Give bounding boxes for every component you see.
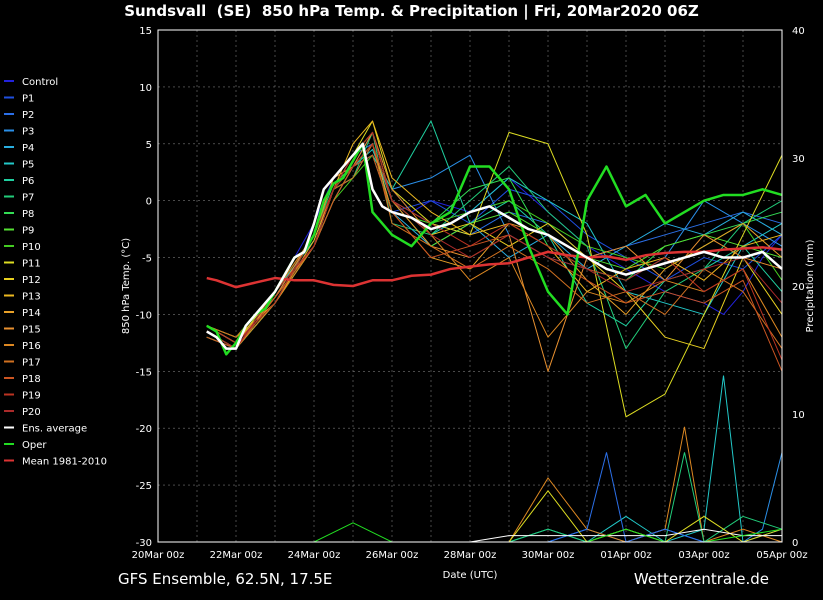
legend-entry: P5	[22, 160, 34, 171]
legend-entry: P3	[22, 127, 34, 138]
series-line-p2	[206, 143, 783, 350]
precip-line-ens-average	[206, 528, 782, 543]
legend-entry: P16	[22, 341, 41, 352]
y2-axis-ticks: 40 30 20 10 0	[792, 26, 805, 549]
series-line-p20	[206, 131, 783, 350]
legend-entry: P17	[22, 358, 41, 369]
x-tick-label: 05Apr 00z	[756, 550, 807, 561]
legend-entry: P20	[22, 407, 41, 418]
x-tick-label: 03Apr 00z	[678, 550, 729, 561]
series-line-oper	[206, 142, 783, 356]
y-tick-label: -20	[136, 424, 152, 435]
series-line-p14	[206, 143, 783, 350]
legend-entry: Ens. average	[22, 424, 87, 435]
model-info: GFS Ensemble, 62.5N, 17.5E	[118, 570, 333, 588]
y-tick-label: 5	[146, 140, 152, 151]
y-tick-label: 0	[146, 197, 152, 208]
legend-entry: P10	[22, 242, 41, 253]
y-tick-label: -15	[136, 367, 152, 378]
y2-tick-label: 30	[792, 154, 805, 165]
series-line-p4	[206, 143, 783, 350]
temperature-series	[206, 120, 783, 418]
y-axis-label: 850 hPa Temp. (°C)	[121, 238, 132, 334]
y-tick-label: -10	[136, 310, 152, 321]
legend-entry: P2	[22, 110, 34, 121]
precip-line-p5	[508, 375, 782, 543]
y-tick-label: 10	[139, 83, 152, 94]
grid-lines	[157, 29, 783, 543]
y-tick-label: -30	[136, 538, 152, 549]
y-tick-label: 15	[139, 26, 152, 37]
x-tick-label: 24Mar 00z	[288, 550, 341, 561]
legend-entry: P4	[22, 143, 34, 154]
y2-tick-label: 40	[792, 26, 805, 37]
legend-entry: P8	[22, 209, 34, 220]
legend-entry: P7	[22, 193, 34, 204]
y2-axis-label: Precipitation (mm)	[805, 239, 816, 332]
x-tick-label: 26Mar 00z	[366, 550, 419, 561]
y2-tick-label: 0	[792, 538, 798, 549]
x-tick-label: 28Mar 00z	[444, 550, 497, 561]
y2-tick-label: 20	[792, 282, 805, 293]
x-axis-label: Date (UTC)	[443, 570, 498, 581]
chart-title: Sundsvall (SE) 850 hPa Temp. & Precipita…	[124, 2, 699, 20]
legend-entry: Oper	[22, 440, 47, 451]
x-tick-label: 30Mar 00z	[522, 550, 575, 561]
legend-entry: P6	[22, 176, 34, 187]
y-axis-ticks: 15 10 5 0 -5 -10 -15 -20 -25 -30	[136, 26, 152, 549]
precipitation-series	[206, 375, 783, 543]
legend-entry: P1	[22, 94, 34, 105]
legend: Control P1 P2 P3 P4 P5 P6 P7 P8 P9 P10 P11 P12 P13 P14…	[4, 77, 107, 468]
series-line-p8	[206, 143, 783, 350]
legend-entry: P12	[22, 275, 41, 286]
x-tick-label: 20Mar 00z	[132, 550, 185, 561]
y2-tick-label: 10	[792, 410, 805, 421]
x-tick-label: 01Apr 00z	[600, 550, 651, 561]
legend-entry: Control	[22, 77, 58, 88]
y-tick-label: -5	[142, 254, 152, 265]
legend-entry: P13	[22, 292, 41, 303]
legend-entry: P9	[22, 226, 34, 237]
legend-entry: P18	[22, 374, 41, 385]
y-tick-label: -25	[136, 481, 152, 492]
plot-frame	[157, 29, 783, 543]
series-line-ens-average	[206, 142, 783, 350]
x-axis-ticks: 20Mar 00z 22Mar 00z 24Mar 00z 26Mar 00z 28Ma…	[132, 550, 808, 561]
series-line-p17	[206, 143, 783, 349]
legend-entry: P14	[22, 308, 41, 319]
precip-line-p11	[508, 489, 783, 543]
legend-entry: P11	[22, 259, 41, 270]
legend-entry: Mean 1981-2010	[22, 457, 107, 468]
series-line-mean-1981-2010	[206, 246, 783, 289]
x-tick-label: 22Mar 00z	[210, 550, 263, 561]
series-line-p13	[206, 120, 783, 338]
legend-entry: P19	[22, 391, 41, 402]
series-line-p18	[206, 154, 783, 372]
legend-entry: P15	[22, 325, 41, 336]
site-credit: Wetterzentrale.de	[633, 570, 769, 588]
